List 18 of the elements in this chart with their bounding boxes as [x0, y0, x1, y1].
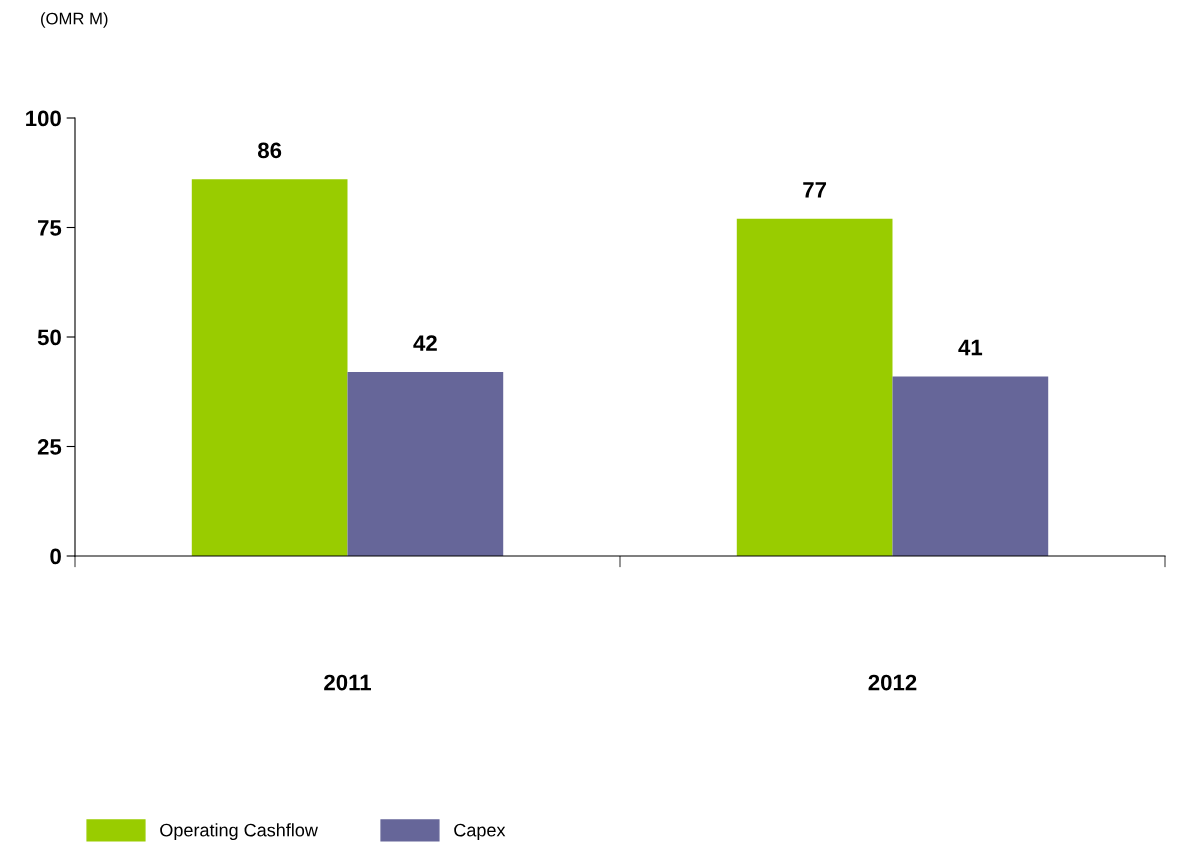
- y-tick-label: 50: [37, 329, 61, 346]
- data-label: 42: [413, 335, 437, 351]
- y-axis-title: (OMR M): [41, 12, 108, 28]
- y-tick-label: 25: [37, 439, 62, 455]
- y-tick-label: 100: [26, 110, 61, 127]
- bar: [347, 372, 504, 556]
- data-label: 41: [958, 339, 983, 356]
- x-tick-label: 2012: [868, 674, 917, 691]
- data-label: 86: [257, 142, 282, 159]
- bar: [892, 376, 1049, 556]
- x-tick-label: 2011: [324, 674, 371, 691]
- y-tick-label: 75: [38, 220, 62, 236]
- legend-label: Operating Cashflow: [160, 823, 318, 841]
- bar: [736, 218, 893, 556]
- y-tick-label: 0: [50, 548, 61, 565]
- data-label: 77: [803, 182, 827, 198]
- bar: [191, 179, 348, 556]
- legend-label: Capex: [454, 823, 506, 841]
